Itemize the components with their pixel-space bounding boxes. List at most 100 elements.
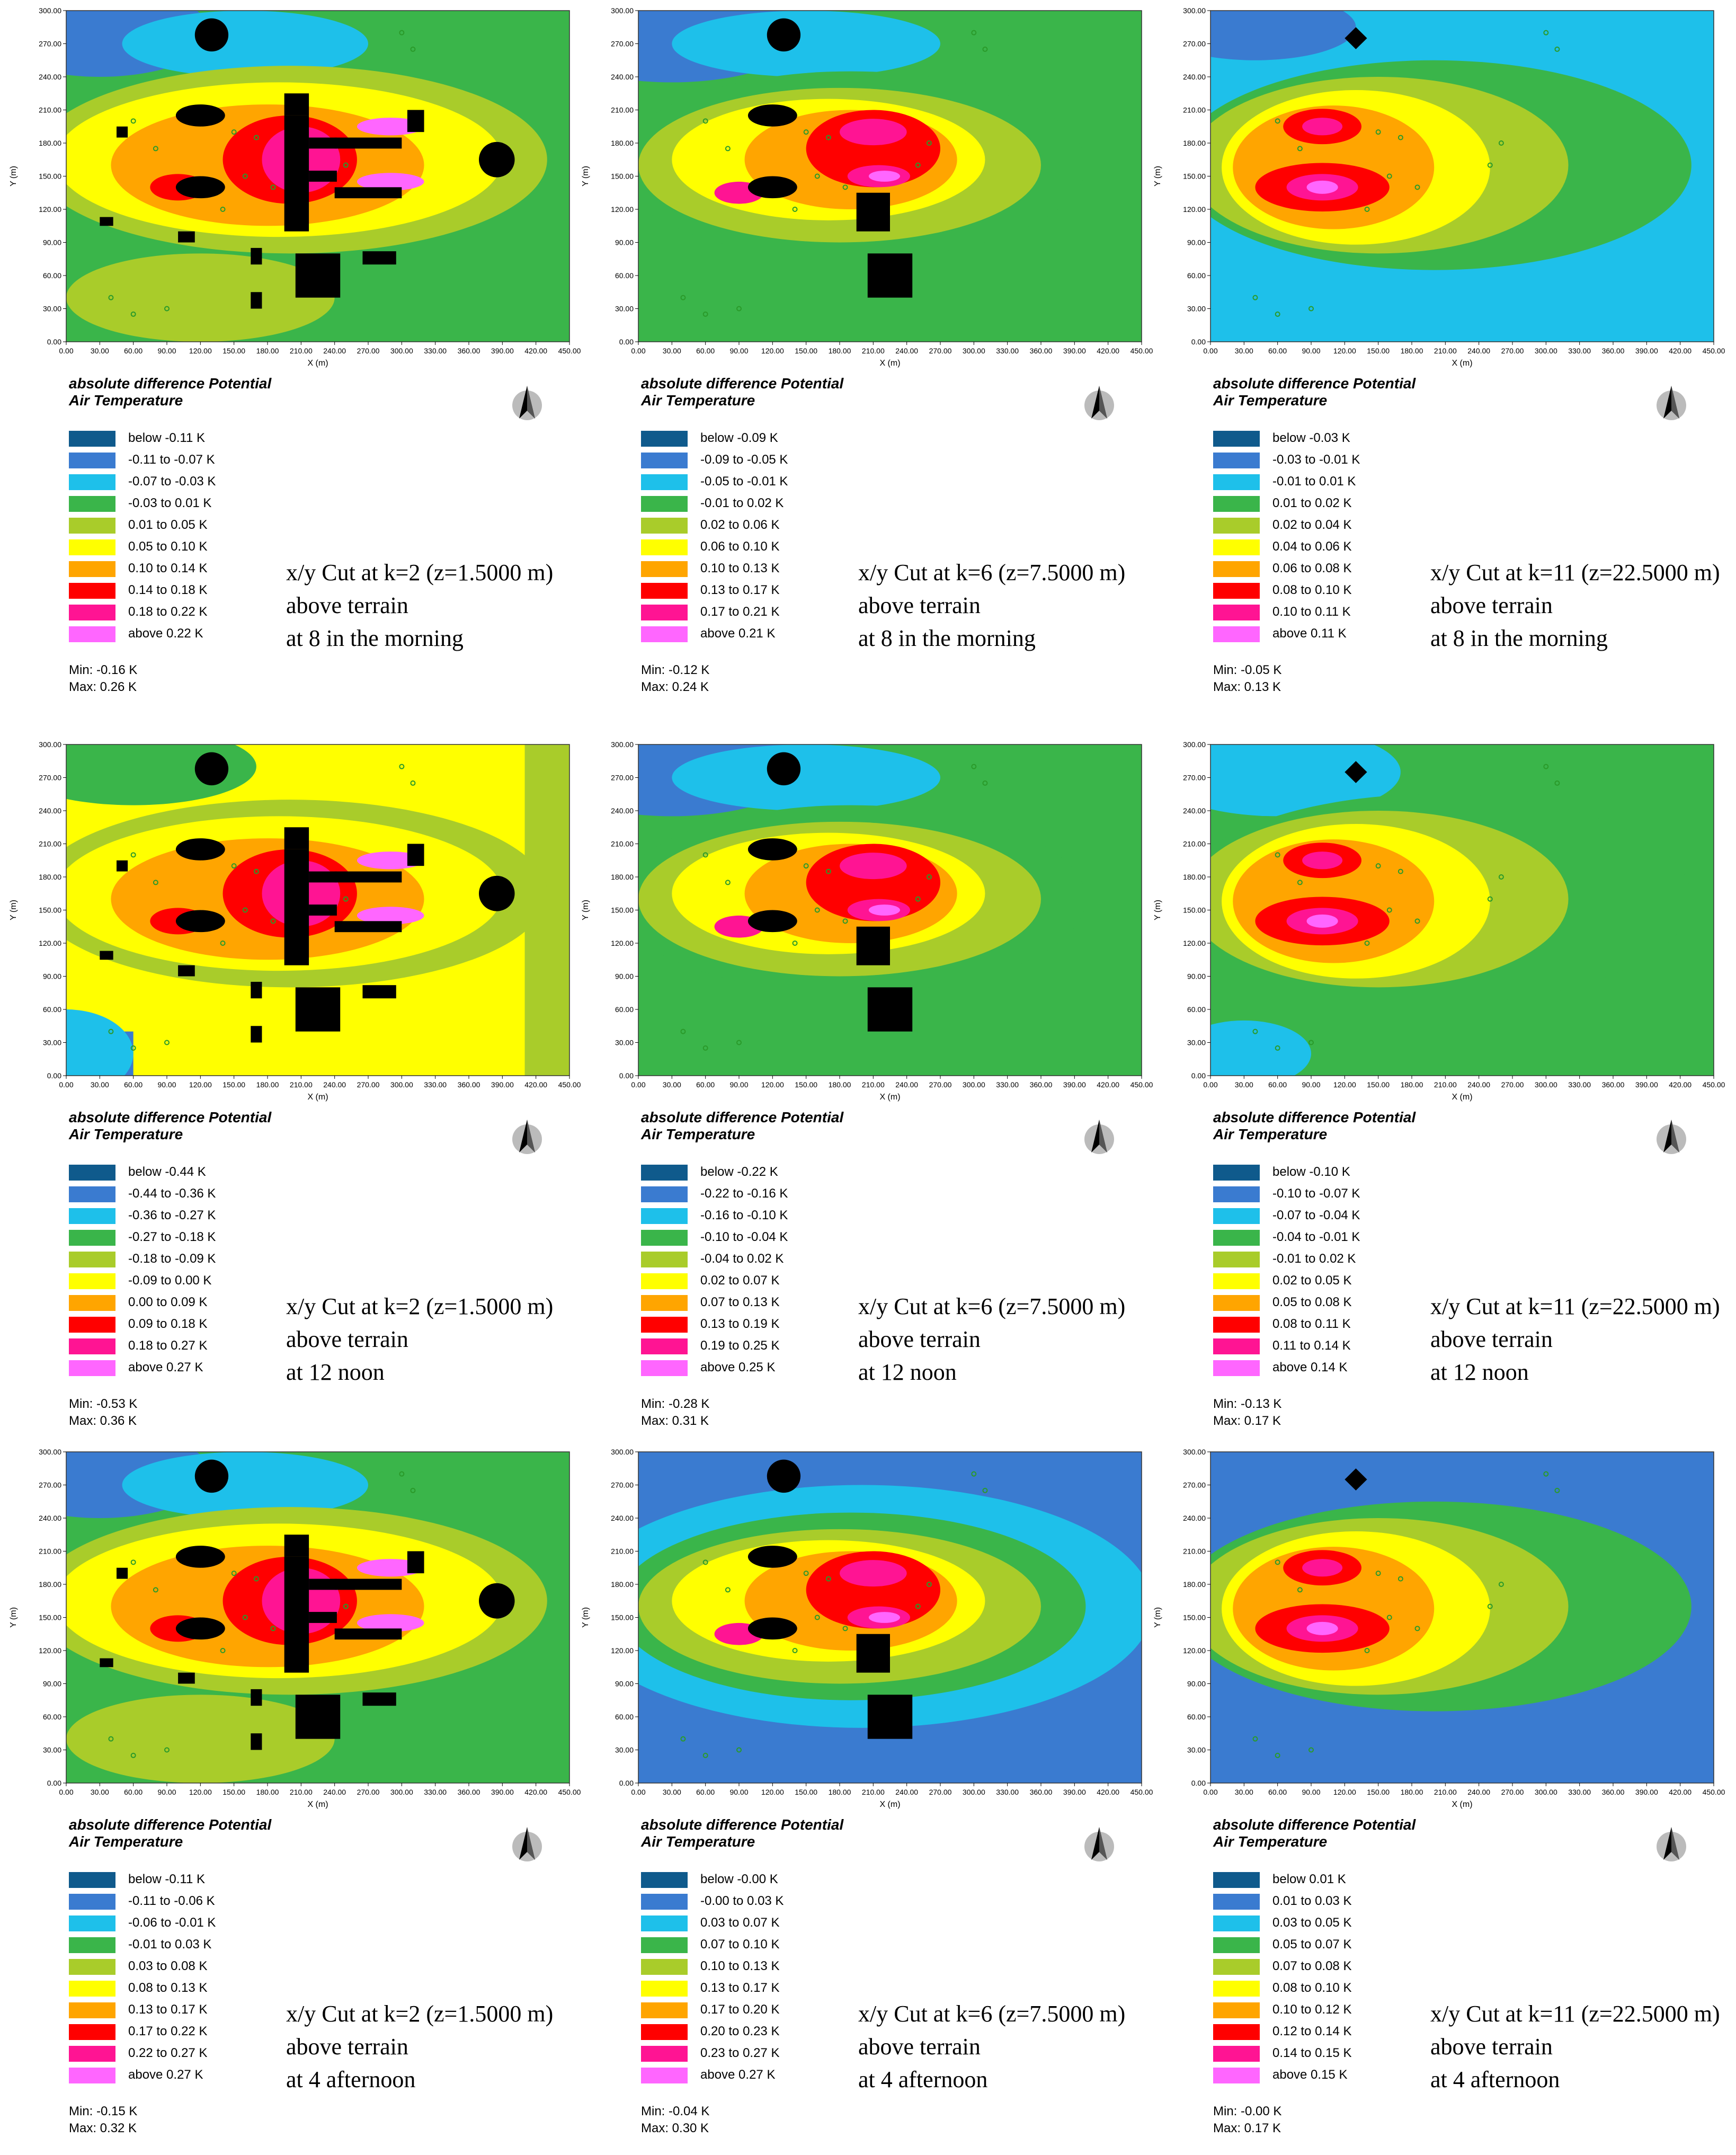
x-tick-label: 270.00 [929,1788,952,1796]
vegetation-marker [1414,184,1420,190]
vegetation-marker [253,135,259,140]
y-tick-label: 120.00 [1183,939,1206,947]
heatmap-panel: 0.00 30.00 60.00 90.00 120.00 150.00 180.00 210… [0,0,581,710]
legend-swatch [1213,1316,1260,1333]
vegetation-marker [1498,874,1504,880]
x-tick-label: 270.00 [1501,1080,1524,1089]
legend-label: 0.22 to 0.27 K [128,2046,208,2060]
vegetation-marker [1386,173,1392,179]
legend-swatch [641,1229,688,1246]
x-axis-label: X (m) [1452,1093,1472,1102]
vegetation-marker [108,1736,114,1742]
legend-swatch [69,1273,115,1289]
x-tick-label: 0.00 [59,1080,73,1089]
x-tick-label: 210.00 [1434,1080,1457,1089]
vegetation-marker [1543,1471,1549,1477]
terrain-label: above terrain [286,2034,408,2060]
legend-swatch [69,2067,115,2083]
vegetation-marker [982,1487,988,1493]
vegetation-marker [410,46,416,52]
legend-swatch [69,1229,115,1246]
y-tick-label: 180.00 [39,139,61,147]
y-tick-label: 240.00 [1183,806,1206,815]
legend-swatch [1213,626,1260,642]
legend-swatch [641,1980,688,1997]
heatmap-plot: 0.00 30.00 60.00 90.00 120.00 150.00 180.00 210… [9,1448,581,1809]
vegetation-marker [702,1752,708,1758]
legend-item: above 0.25 K [641,1359,775,1377]
legend-subtitle: Air Temperature [69,1126,183,1142]
legend-item: below -0.03 K [1213,429,1350,447]
x-tick-label: 150.00 [1367,1080,1390,1089]
building-footprint [309,137,337,149]
cut-height-label: x/y Cut at k=11 (z=22.5000 m) [1430,1293,1720,1319]
legend-label: -0.01 to 0.02 K [1272,1252,1356,1266]
building-footprint [175,1546,225,1568]
building-footprint [362,985,396,999]
x-tick-label: 120.00 [1333,1080,1356,1089]
legend-swatch [641,430,688,447]
x-tick-label: 60.00 [124,347,143,355]
legend-item: below 0.01 K [1213,1870,1346,1888]
x-tick-label: 30.00 [1235,347,1253,355]
vegetation-marker [231,1571,237,1576]
temperature-zone [66,1009,133,1076]
legend-item: -0.03 to -0.01 K [1213,451,1360,469]
legend-item: 0.06 to 0.08 K [1213,560,1351,578]
x-tick-label: 210.00 [290,1080,313,1089]
legend-swatch [1213,495,1260,512]
legend-label: 0.12 to 0.14 K [1272,2024,1352,2038]
legend-item: 0.09 to 0.18 K [69,1315,207,1333]
building-footprint [767,752,801,786]
x-tick-label: 180.00 [829,1788,851,1796]
x-tick-label: 390.00 [491,1788,514,1796]
building-footprint [747,1617,797,1640]
time-label: at 8 in the morning [286,625,464,651]
legend-label: 0.10 to 0.14 K [128,561,208,575]
vegetation-marker [231,129,237,135]
legend-swatch [1213,1164,1260,1181]
legend-swatch [641,2002,688,2018]
x-tick-label: 300.00 [963,1788,985,1796]
temperature-zone [1302,1559,1343,1577]
legend-item: above 0.14 K [1213,1359,1347,1377]
y-tick-label: 0.00 [619,1779,634,1787]
x-tick-label: 90.00 [157,347,176,355]
temperature-zone [1306,914,1338,928]
y-tick-label: 180.00 [611,873,634,881]
legend-swatch [1213,1251,1260,1267]
legend-item: 0.10 to 0.13 K [641,560,779,578]
x-tick-label: 90.00 [157,1080,176,1089]
legend-item: 0.02 to 0.04 K [1213,516,1351,534]
y-tick-label: 180.00 [39,1580,61,1589]
y-tick-label: 0.00 [1191,338,1206,346]
vegetation-marker [1386,907,1392,913]
legend-swatch [1213,2024,1260,2040]
min-value: Min: -0.04 K [641,2104,710,2118]
vegetation-marker [680,295,686,300]
vegetation-marker [1275,852,1280,858]
legend-label: -0.00 to 0.03 K [700,1894,784,1908]
legend-swatch [1213,561,1260,577]
vegetation-marker [164,1040,170,1045]
legend-item: -0.06 to -0.01 K [69,1914,216,1932]
legend-swatch [1213,1208,1260,1224]
vegetation-marker [982,780,988,786]
y-tick-label: 30.00 [43,1746,61,1754]
y-tick-label: 60.00 [615,1713,634,1721]
vegetation-marker [242,907,248,913]
heatmap-panel: 0.00 30.00 60.00 90.00 120.00 150.00 180.00 210… [0,1441,581,2151]
building-footprint [362,1692,396,1706]
vegetation-marker [680,1736,686,1742]
legend-swatch [1213,1893,1260,1910]
x-tick-label: 300.00 [1535,1080,1557,1089]
north-arrow-icon [509,1823,546,1865]
vegetation-marker [153,880,158,885]
legend-item: -0.00 to 0.03 K [641,1892,784,1910]
y-tick-label: 240.00 [611,806,634,815]
y-tick-label: 270.00 [611,1481,634,1489]
legend-swatch [69,1958,115,1975]
legend-item: 0.02 to 0.06 K [641,516,779,534]
legend-swatch [69,561,115,577]
legend-item: above 0.11 K [1213,625,1347,643]
